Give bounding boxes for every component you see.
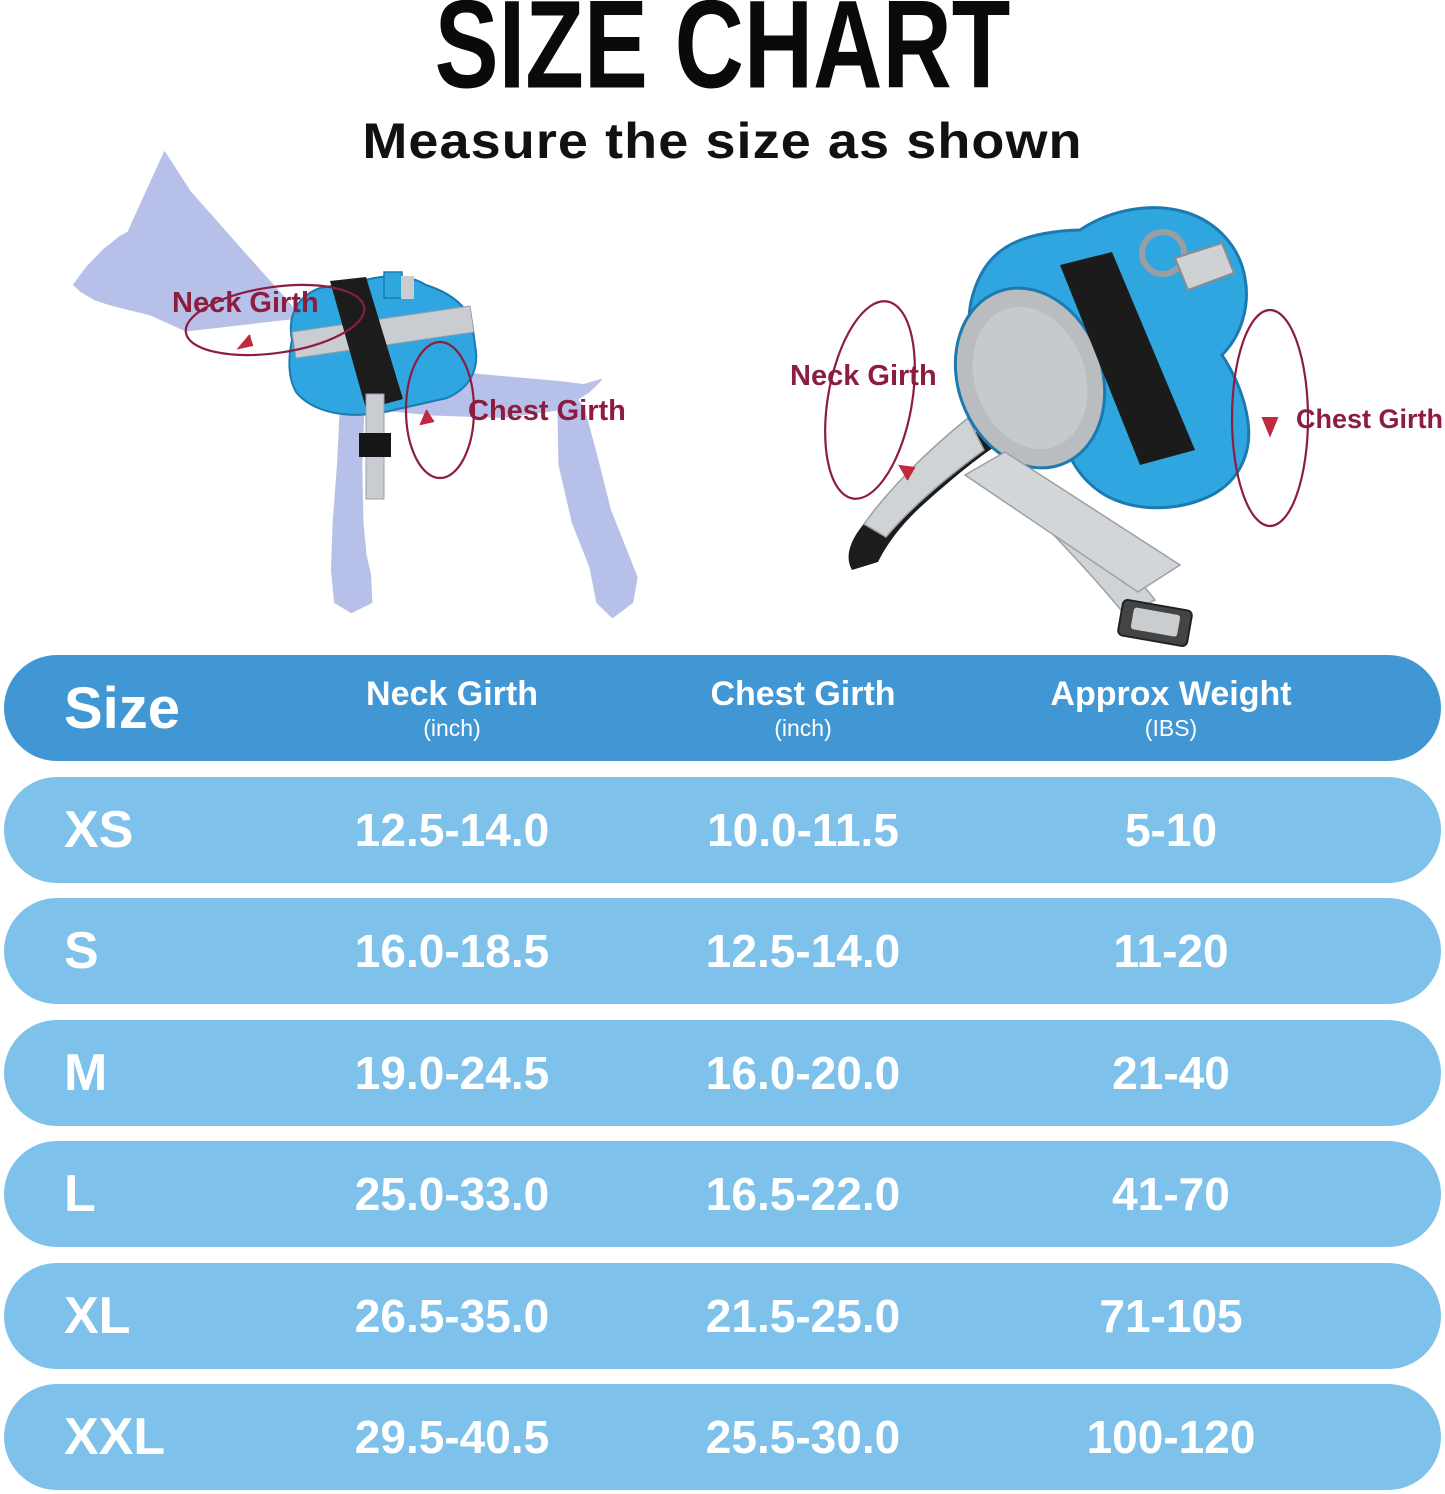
svg-text:Neck Girth: Neck Girth xyxy=(172,287,319,319)
svg-text:Neck Girth: Neck Girth xyxy=(790,360,937,392)
svg-text:Chest Girth: Chest Girth xyxy=(1296,404,1443,434)
svg-text:Chest Girth: Chest Girth xyxy=(468,395,626,427)
